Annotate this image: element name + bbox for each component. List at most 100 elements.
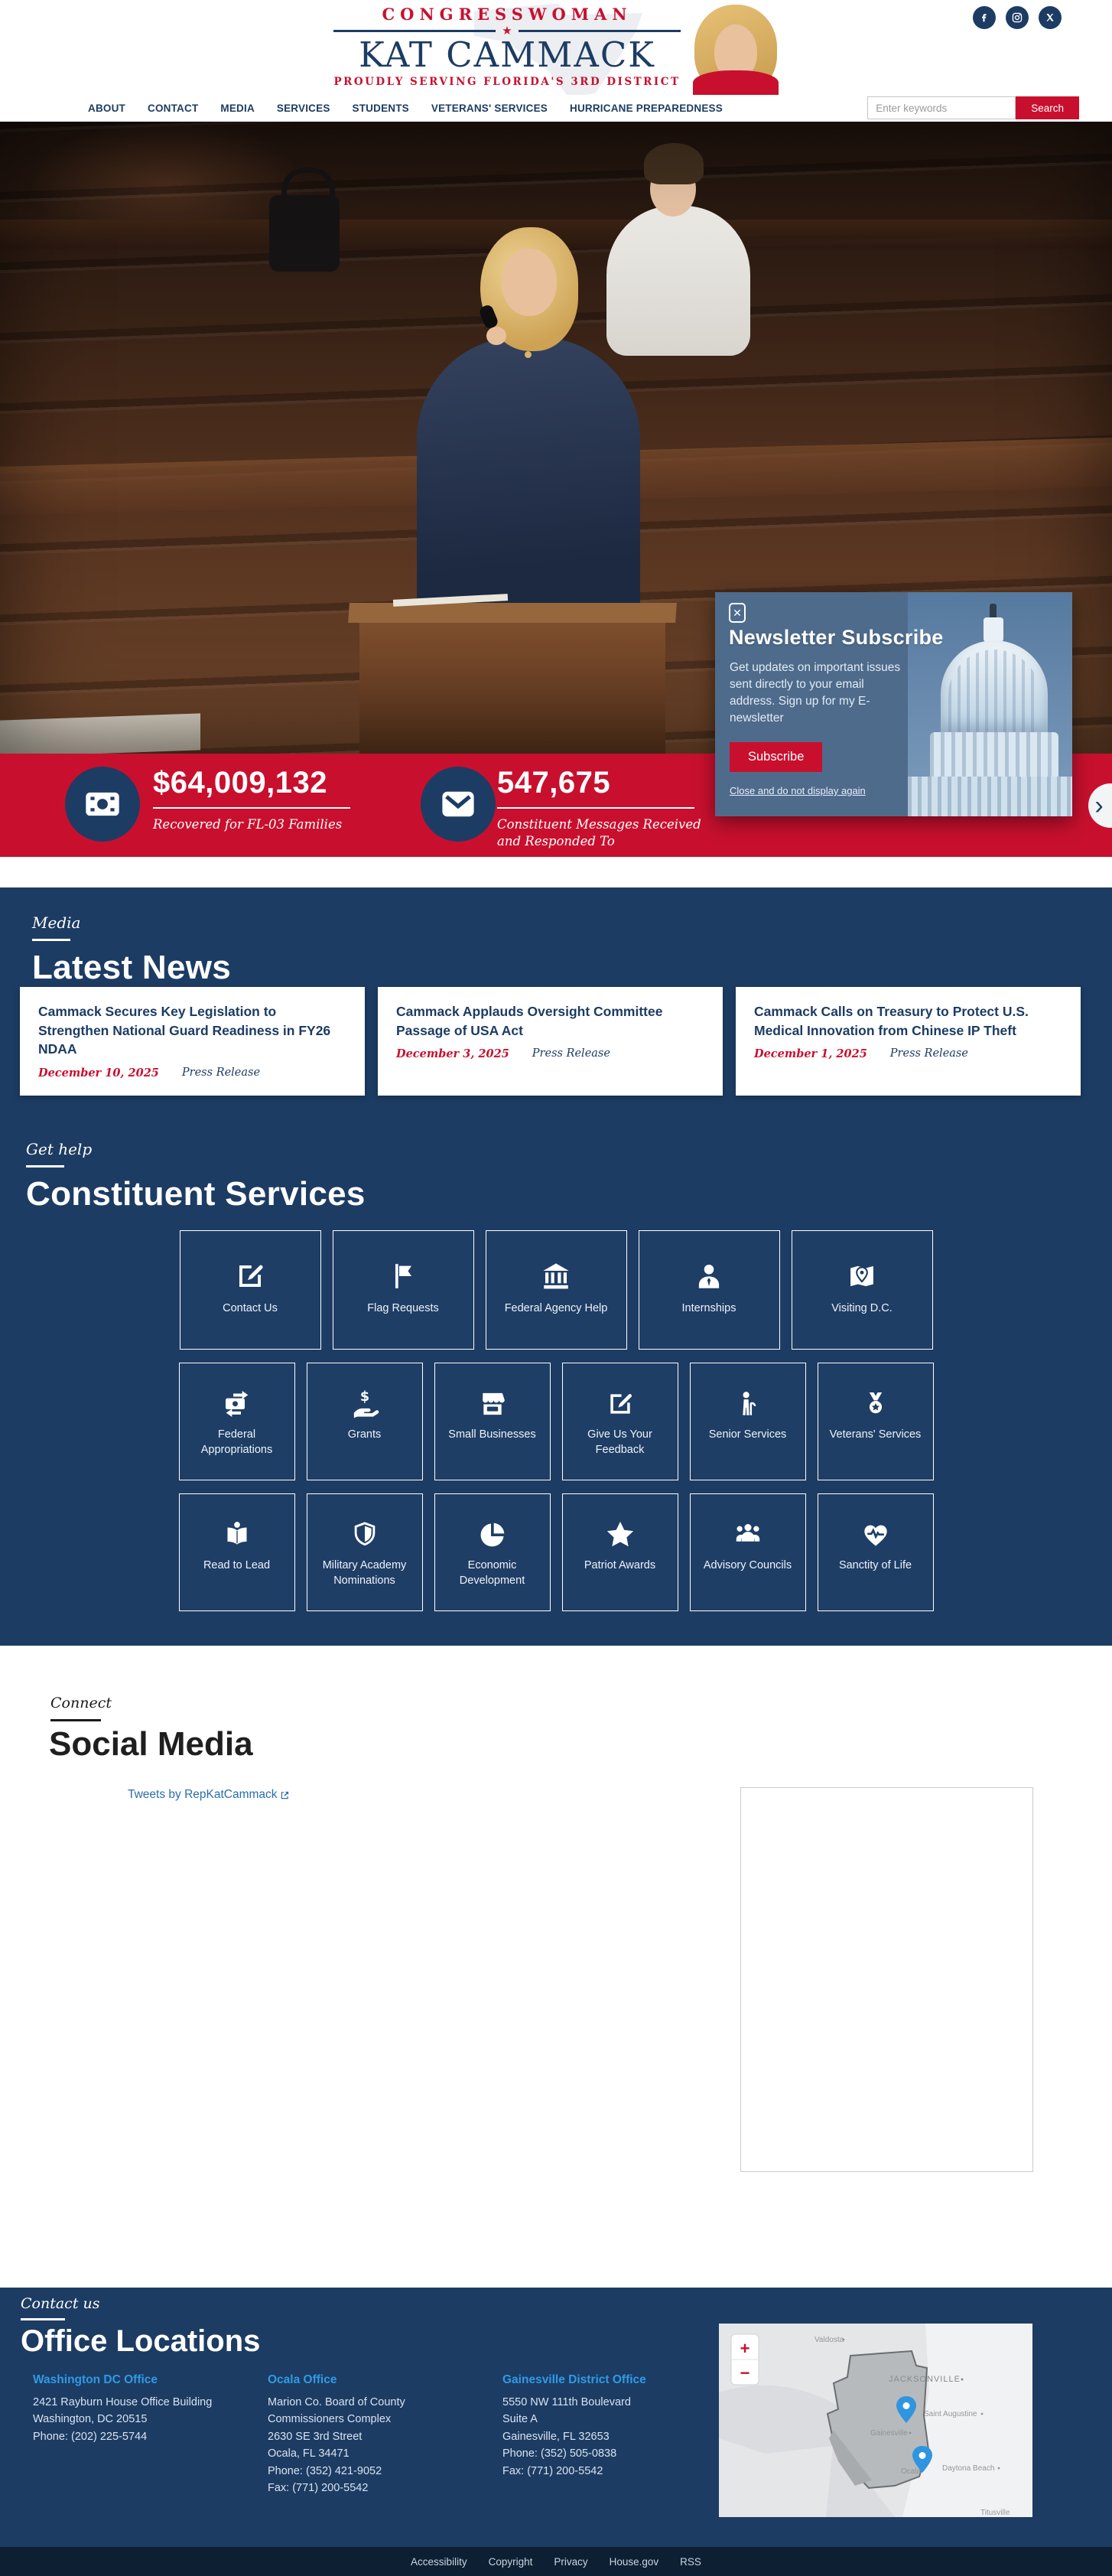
carousel-next-button[interactable]: ›: [1088, 783, 1112, 828]
logo-name: KAT CAMMACK: [359, 34, 655, 75]
stat-recovered-label: Recovered for FL-03 Families: [153, 817, 343, 832]
x-twitter-icon[interactable]: [1039, 6, 1062, 29]
tile-read-to-lead[interactable]: Read to Lead: [178, 1493, 295, 1611]
capitol-dome-image: [908, 592, 1072, 816]
close-icon[interactable]: ✕: [729, 603, 746, 623]
news-card[interactable]: Cammack Applauds Oversight Committee Pas…: [378, 987, 723, 1096]
newsletter-dismiss-link[interactable]: Close and do not display again: [730, 785, 866, 796]
logo-congresswoman: CONGRESSWOMAN: [382, 5, 632, 24]
office-locations-title: Office Locations: [21, 2324, 261, 2358]
envelope-icon: [421, 767, 496, 842]
tile-federal-agency-help[interactable]: Federal Agency Help: [485, 1230, 627, 1350]
media-eyebrow: Media: [32, 913, 81, 932]
svg-text:Gainesville: Gainesville: [870, 2429, 908, 2438]
get-help-eyebrow: Get help: [26, 1140, 93, 1158]
header: CONGRESSWOMAN ★ KAT CAMMACK PROUDLY SERV…: [0, 0, 1112, 98]
office-link[interactable]: Ocala Office: [268, 2373, 337, 2386]
news-type: Press Release: [181, 1066, 261, 1079]
footer: Accessibility Copyright Privacy House.go…: [0, 2547, 1112, 2576]
svg-text:JACKSONVILLE: JACKSONVILLE: [889, 2375, 961, 2384]
nav-services[interactable]: SERVICES: [276, 103, 330, 114]
tile-economic-development[interactable]: Economic Development: [434, 1493, 551, 1611]
zoom-in-button[interactable]: +: [740, 2339, 750, 2358]
facebook-icon[interactable]: [973, 6, 996, 29]
map-zoom-control: + −: [730, 2333, 759, 2385]
services-grid: Contact Us Flag Requests Federal Agency …: [0, 1230, 1112, 1624]
tile-internships[interactable]: Internships: [638, 1230, 780, 1350]
main-nav: ABOUT CONTACT MEDIA SERVICES STUDENTS VE…: [0, 95, 1112, 122]
instagram-icon[interactable]: [1006, 6, 1029, 29]
footer-housegov[interactable]: House.gov: [609, 2555, 659, 2568]
map-pin-gainesville[interactable]: [896, 2396, 916, 2423]
map-pin-ocala[interactable]: [912, 2446, 932, 2473]
tile-flag-requests[interactable]: Flag Requests: [332, 1230, 474, 1350]
subscribe-button[interactable]: Subscribe: [730, 742, 823, 772]
tile-advisory-councils[interactable]: Advisory Councils: [689, 1493, 806, 1611]
footer-privacy[interactable]: Privacy: [554, 2555, 588, 2568]
money-icon: [65, 767, 140, 842]
newsletter-popup: ✕ Newsletter Subscribe Get updates on im…: [715, 592, 1072, 816]
nav-media[interactable]: MEDIA: [220, 103, 255, 114]
star-icon: [604, 1519, 636, 1551]
tile-feedback[interactable]: Give Us Your Feedback: [561, 1363, 678, 1480]
tile-senior-services[interactable]: Senior Services: [689, 1363, 806, 1480]
district-polygon: [826, 2350, 930, 2490]
tile-veterans-services[interactable]: Veterans' Services: [817, 1363, 934, 1480]
svg-text:Ocala: Ocala: [901, 2467, 922, 2476]
shield-icon: [350, 1519, 379, 1551]
tile-small-businesses[interactable]: Small Businesses: [434, 1363, 551, 1480]
stat-messages-value: 547,675: [497, 766, 611, 800]
tile-contact-us[interactable]: Contact Us: [179, 1230, 321, 1350]
news-card[interactable]: Cammack Secures Key Legislation to Stren…: [20, 987, 365, 1096]
tweets-link[interactable]: Tweets by RepKatCammack: [128, 1788, 289, 1802]
flag-icon: [388, 1259, 418, 1294]
tile-federal-appropriations[interactable]: Federal Appropriations: [178, 1363, 295, 1480]
office-link[interactable]: Gainesville District Office: [502, 2373, 646, 2386]
nav-students[interactable]: STUDENTS: [352, 103, 409, 114]
site-logo[interactable]: CONGRESSWOMAN ★ KAT CAMMACK PROUDLY SERV…: [0, 5, 1112, 98]
office-gainesville: Gainesville District Office 5550 NW 111t…: [502, 2373, 724, 2480]
nav-contact[interactable]: CONTACT: [148, 103, 199, 114]
stat-recovered-value: $64,009,132: [153, 766, 327, 800]
footer-rss[interactable]: RSS: [680, 2555, 701, 2568]
newsletter-title: Newsletter Subscribe: [729, 626, 944, 649]
nav-about[interactable]: ABOUT: [88, 103, 125, 114]
office-link[interactable]: Washington DC Office: [33, 2373, 158, 2386]
nav-hurricane-preparedness[interactable]: HURRICANE PREPAREDNESS: [570, 103, 723, 114]
logo-star-divider: ★: [333, 25, 681, 37]
tile-grants[interactable]: $ Grants: [306, 1363, 423, 1480]
latest-news-title: Latest News: [32, 949, 232, 986]
twitter-embed-placeholder[interactable]: [740, 1787, 1033, 2172]
search-button[interactable]: Search: [1016, 96, 1079, 119]
portrait-photo: [692, 5, 779, 98]
nav-veterans-services[interactable]: VETERANS' SERVICES: [431, 103, 548, 114]
seated-staffer: [606, 206, 750, 356]
stats-bar: $64,009,132 Recovered for FL-03 Families…: [0, 754, 1112, 857]
tile-visiting-dc[interactable]: Visiting D.C.: [791, 1230, 933, 1350]
news-date: December 10, 2025: [38, 1066, 159, 1080]
office-washington: Washington DC Office 2421 Rayburn House …: [33, 2373, 255, 2445]
constituent-services-title: Constituent Services: [26, 1175, 366, 1213]
contact-us-eyebrow: Contact us: [21, 2295, 100, 2312]
social-links: [973, 6, 1062, 29]
hand-dollar-icon: $: [350, 1388, 380, 1420]
handbag: [269, 168, 340, 272]
social-media-title: Social Media: [49, 1725, 253, 1763]
svg-text:$: $: [359, 1389, 369, 1405]
news-and-services-section: Media Latest News Cammack Secures Key Le…: [0, 887, 1112, 1646]
tile-patriot-awards[interactable]: Patriot Awards: [561, 1493, 678, 1611]
district-map[interactable]: Valdosta SEE JACKSONVILLE Saint Augustin…: [719, 2324, 1032, 2517]
footer-copyright[interactable]: Copyright: [488, 2555, 533, 2568]
open-book-icon: [222, 1519, 252, 1551]
zoom-out-button[interactable]: −: [740, 2363, 750, 2382]
tile-military-academy[interactable]: Military Academy Nominations: [306, 1493, 423, 1611]
footer-accessibility[interactable]: Accessibility: [411, 2555, 467, 2568]
connect-eyebrow: Connect: [50, 1695, 112, 1711]
heart-pulse-icon: [860, 1519, 891, 1551]
podium: [359, 615, 665, 754]
news-card[interactable]: Cammack Calls on Treasury to Protect U.S…: [736, 987, 1081, 1096]
people-group-icon: [732, 1519, 764, 1551]
tile-sanctity-of-life[interactable]: Sanctity of Life: [817, 1493, 934, 1611]
search-input[interactable]: [867, 96, 1016, 119]
microphone: [425, 372, 532, 604]
